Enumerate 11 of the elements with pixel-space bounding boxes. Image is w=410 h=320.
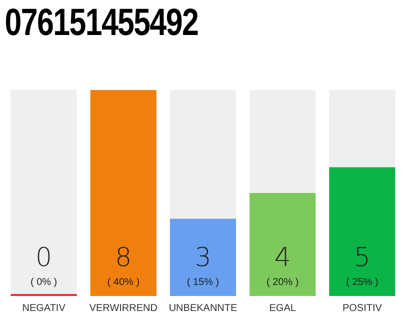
x-tick-label: EGAL: [269, 302, 296, 314]
data-label: 5 ( 25% ): [346, 243, 378, 288]
x-tick-label: UNBEKANNTE: [168, 302, 238, 314]
data-label: 8 ( 40% ): [107, 243, 140, 288]
data-label: 4 ( 20% ): [266, 243, 299, 288]
x-tick-label: NEGATIV: [22, 302, 66, 314]
chart-title: 076151455492: [4, 1, 200, 46]
x-tick-label: VERWIRREND: [89, 302, 158, 314]
x-tick-label: POSITIV: [342, 302, 382, 314]
data-label: 0 ( 0% ): [30, 243, 58, 288]
data-label: 3 ( 15% ): [186, 243, 220, 288]
